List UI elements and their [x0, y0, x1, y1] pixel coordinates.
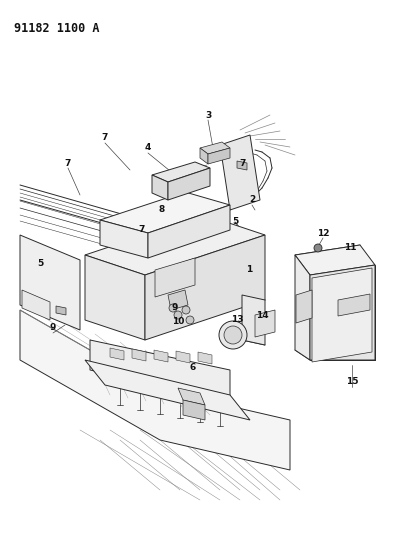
Polygon shape	[85, 360, 250, 420]
Text: 7: 7	[102, 133, 108, 142]
Circle shape	[169, 304, 177, 312]
Polygon shape	[198, 352, 212, 364]
Polygon shape	[100, 192, 230, 233]
Circle shape	[182, 306, 190, 314]
Text: 2: 2	[249, 196, 255, 205]
Polygon shape	[100, 220, 148, 258]
Text: 3: 3	[205, 110, 211, 119]
Polygon shape	[20, 235, 80, 330]
Polygon shape	[56, 306, 66, 315]
Text: 5: 5	[232, 217, 238, 227]
Text: 7: 7	[240, 158, 246, 167]
Polygon shape	[20, 310, 290, 470]
Text: 91182 1100 A: 91182 1100 A	[14, 22, 99, 35]
Polygon shape	[183, 400, 205, 420]
Polygon shape	[152, 175, 168, 200]
Text: 6: 6	[190, 364, 196, 373]
Polygon shape	[168, 168, 210, 200]
Text: 4: 4	[145, 143, 151, 152]
Polygon shape	[155, 258, 195, 297]
Text: 12: 12	[317, 229, 329, 238]
Polygon shape	[154, 350, 168, 362]
Polygon shape	[152, 162, 210, 182]
Text: 9: 9	[50, 324, 56, 333]
Polygon shape	[242, 295, 265, 345]
Polygon shape	[310, 265, 375, 360]
Polygon shape	[178, 388, 205, 405]
Text: 11: 11	[344, 244, 356, 253]
Polygon shape	[296, 290, 312, 323]
Polygon shape	[110, 348, 124, 360]
Polygon shape	[208, 148, 230, 164]
Text: 14: 14	[256, 311, 268, 319]
Polygon shape	[85, 255, 145, 340]
Polygon shape	[132, 349, 146, 361]
Text: 10: 10	[172, 318, 184, 327]
Polygon shape	[168, 290, 188, 310]
Text: 8: 8	[159, 206, 165, 214]
Polygon shape	[148, 205, 230, 258]
Polygon shape	[338, 294, 370, 316]
Circle shape	[174, 311, 182, 319]
Text: 9: 9	[172, 303, 178, 312]
Circle shape	[314, 244, 322, 252]
Text: 13: 13	[231, 316, 243, 325]
Circle shape	[224, 326, 242, 344]
Text: 7: 7	[65, 158, 71, 167]
Polygon shape	[295, 255, 310, 360]
Polygon shape	[176, 351, 190, 363]
Polygon shape	[85, 215, 265, 275]
Text: 1: 1	[246, 265, 252, 274]
Circle shape	[186, 316, 194, 324]
Polygon shape	[200, 148, 208, 164]
Polygon shape	[200, 142, 230, 154]
Polygon shape	[312, 268, 372, 362]
Polygon shape	[220, 135, 260, 210]
Circle shape	[219, 321, 247, 349]
Polygon shape	[22, 290, 50, 320]
Text: 15: 15	[346, 377, 358, 386]
Polygon shape	[255, 310, 275, 337]
Text: 7: 7	[139, 225, 145, 235]
Polygon shape	[90, 340, 230, 400]
Text: 5: 5	[37, 259, 43, 268]
Polygon shape	[237, 161, 247, 170]
Polygon shape	[295, 245, 375, 275]
Polygon shape	[145, 235, 265, 340]
